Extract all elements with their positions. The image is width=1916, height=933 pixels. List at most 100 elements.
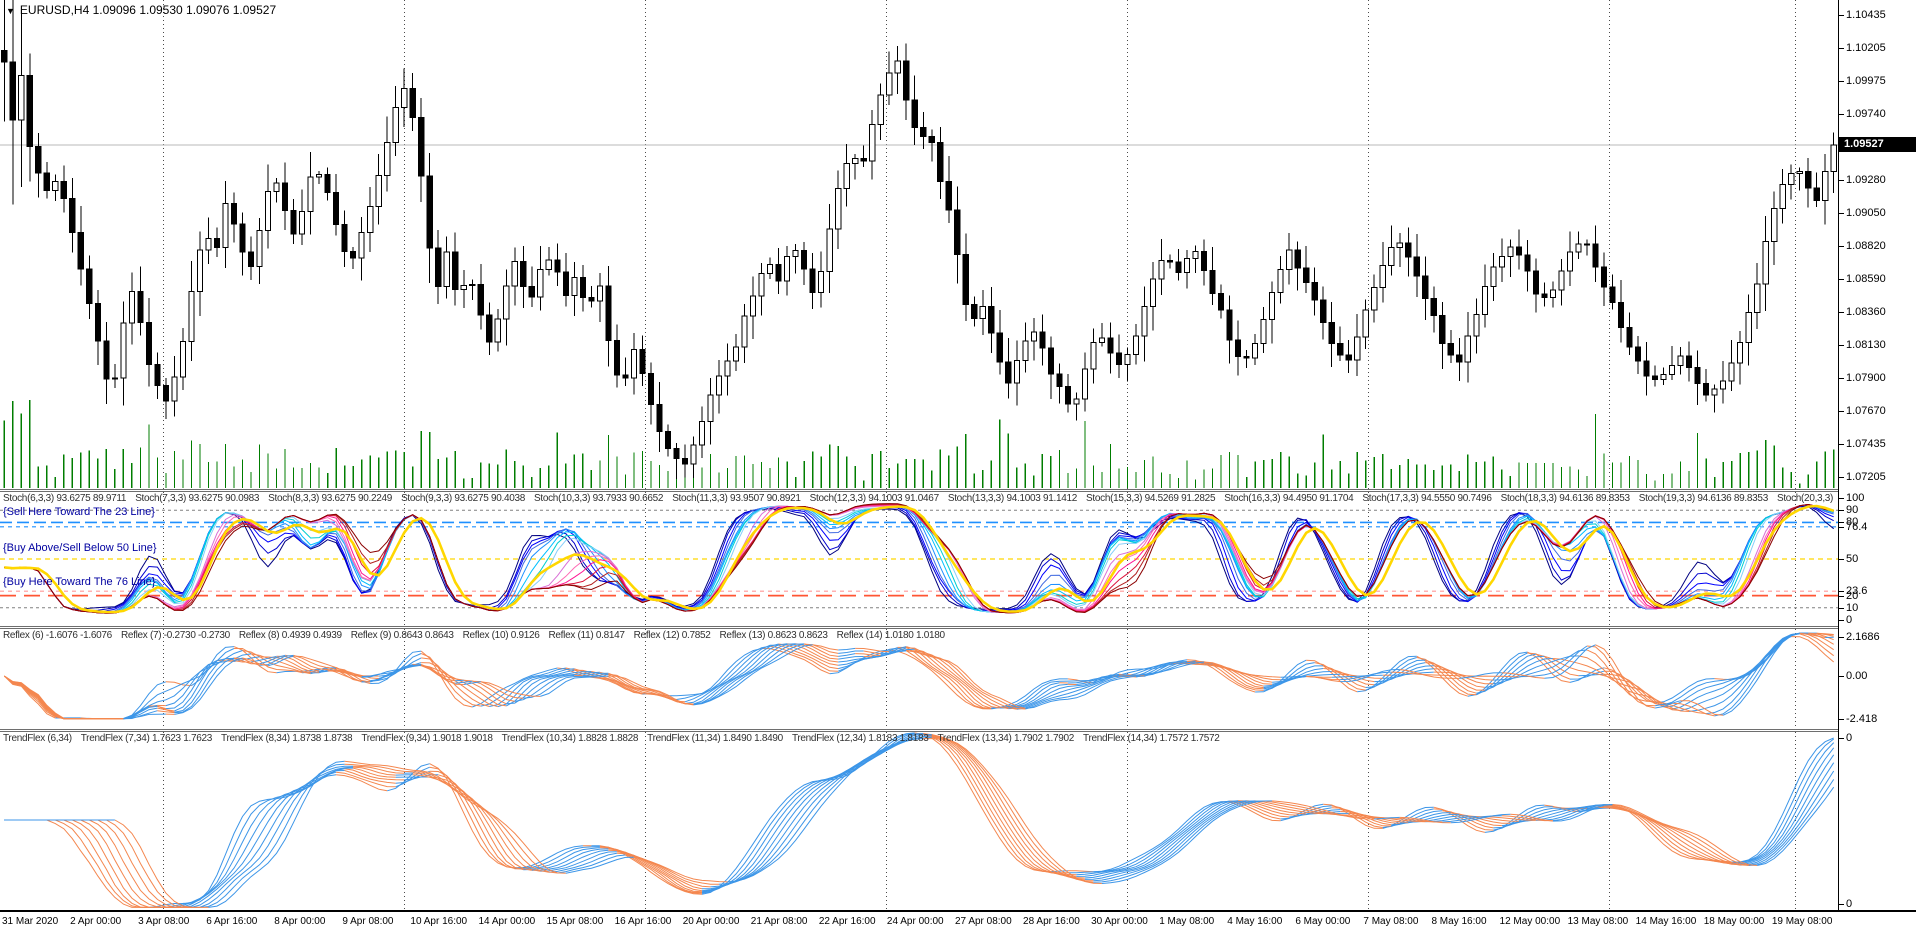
pane-separator[interactable] [0,489,1839,492]
trendflex-indicator-pane[interactable]: TrendFlex (6,34) TrendFlex (7,34) 1.7623 … [0,732,1838,910]
indicator-caption: TrendFlex (11,34) 1.8490 1.8490 [647,733,783,744]
indicator-caption: TrendFlex (6,34) [3,733,72,744]
indicator-caption: Stoch(12,3,3) 94.1003 91.0467 [809,493,939,504]
stoch-annotation-text: {Sell Here Toward The 23 Line} [3,505,155,518]
time-axis-label: 20 Apr 00:00 [682,916,740,927]
time-axis-label: 31 Mar 2020 [2,916,59,927]
trendflex-axis-label: 0 [1838,897,1853,910]
stoch-canvas[interactable] [0,492,1838,626]
time-axis-separator [0,910,1916,912]
indicator-caption: Stoch(20,3,3) 94.6136 89.8353 [1776,493,1835,504]
price-axis-label: 1.10435 [1839,9,1886,22]
time-axis-label: 4 May 16:00 [1227,916,1283,927]
indicator-caption: TrendFlex (9,34) 1.9018 1.9018 [361,733,493,744]
stoch-axis-label: 90 [1838,504,1859,517]
price-pane[interactable]: ▼ EURUSD,H4 1.09096 1.09530 1.09076 1.095… [0,0,1838,489]
indicator-caption: TrendFlex (12,34) 1.8183 1.8183 [791,733,929,744]
price-axis-label: 1.07900 [1839,371,1886,384]
indicator-caption: Reflex (6) -1.6076 -1.6076 [3,630,112,641]
indicator-caption: Reflex (8) 0.4939 0.4939 [238,630,342,641]
indicator-caption: Reflex (10) 0.9126 [462,630,540,641]
indicator-caption: Stoch(13,3,3) 94.1003 91.1412 [947,493,1078,504]
time-axis-label: 6 Apr 16:00 [206,916,258,927]
trendflex-canvas[interactable] [0,732,1838,910]
time-axis-label: 19 May 08:00 [1771,916,1833,927]
time-axis-label: 28 Apr 16:00 [1023,916,1080,927]
price-axis-label: 1.07205 [1839,471,1886,484]
indicator-caption: Stoch(18,3,3) 94.6136 89.8353 [1500,493,1630,504]
indicator-caption: Reflex (7) -0.2730 -0.2730 [120,630,230,641]
chart-title: ▼ EURUSD,H4 1.09096 1.09530 1.09076 1.095… [6,3,276,17]
time-axis-label: 18 May 00:00 [1703,916,1765,927]
time-axis-label: 15 Apr 08:00 [546,916,604,927]
indicator-caption: Stoch(17,3,3) 94.5550 90.7496 [1362,493,1492,504]
price-chart-canvas[interactable] [0,0,1838,489]
indicator-caption: Stoch(19,3,3) 94.6136 89.8353 [1638,493,1768,504]
price-axis-label: 1.08360 [1839,305,1886,318]
price-axis-label: 1.09975 [1839,74,1886,87]
reflex-caption-row: Reflex (6) -1.6076 -1.6076 Reflex (7) -0.… [3,630,1835,641]
indicator-caption: Stoch(9,3,3) 93.6275 90.4038 [401,493,525,504]
time-axis-label: 14 May 16:00 [1635,916,1697,927]
price-axis-label: 1.10205 [1839,41,1886,54]
indicator-caption: TrendFlex (13,34) 1.7902 1.7902 [937,733,1075,744]
stoch-annotation-text: {Buy Here Toward The 76 Line} [3,576,156,589]
indicator-caption: Stoch(8,3,3) 93.6275 90.2249 [268,493,393,504]
time-axis-label: 14 Apr 00:00 [478,916,536,927]
stoch-axis-label: 20 [1838,589,1859,602]
price-axis-border [1838,0,1839,910]
trendflex-caption-row: TrendFlex (6,34) TrendFlex (7,34) 1.7623 … [3,733,1835,744]
time-axis-label: 13 May 08:00 [1567,916,1629,927]
chart-title-text: EURUSD,H4 1.09096 1.09530 1.09076 1.0952… [19,3,277,17]
stoch-caption-row: Stoch(6,3,3) 93.6275 89.9711 Stoch(7,3,3)… [3,493,1835,504]
time-axis-label: 21 Apr 08:00 [750,916,808,927]
stoch-axis-label: 10 [1838,601,1859,614]
indicator-caption: TrendFlex (14,34) 1.7572 1.7572 [1083,733,1220,744]
reflex-canvas[interactable] [0,629,1838,729]
indicator-caption: TrendFlex (8,34) 1.8738 1.8738 [221,733,353,744]
stoch-annotation-text: {Buy Above/Sell Below 50 Line} [3,542,157,555]
stoch-axis-label: 23.6 [1838,585,1868,598]
pane-separator[interactable] [0,626,1839,629]
price-axis-label: 1.08130 [1839,338,1886,351]
time-axis-label: 8 Apr 00:00 [274,916,326,927]
time-axis-label: 9 Apr 08:00 [342,916,394,927]
price-axis-label: 1.09280 [1839,174,1886,187]
symbol-dropdown-icon[interactable]: ▼ [6,6,15,16]
price-axis-label: 1.09050 [1839,207,1886,220]
indicator-caption: Stoch(10,3,3) 93.7933 90.6652 [534,493,664,504]
time-axis-label: 27 Apr 08:00 [954,916,1012,927]
indicator-caption: Reflex (13) 0.8623 0.8623 [719,630,828,641]
reflex-indicator-pane[interactable]: Reflex (6) -1.6076 -1.6076 Reflex (7) -0.… [0,629,1838,729]
time-axis-label: 10 Apr 16:00 [410,916,468,927]
trendflex-axis-label: 0 [1838,731,1853,744]
indicator-caption: Stoch(15,3,3) 94.5269 91.2825 [1086,493,1216,504]
time-axis-label: 6 May 00:00 [1295,916,1351,927]
reflex-axis-label: -2.418 [1838,713,1878,726]
stoch-indicator-pane[interactable]: Stoch(6,3,3) 93.6275 89.9711 Stoch(7,3,3)… [0,492,1838,626]
stoch-axis-label: 80 [1838,516,1859,529]
pane-separator[interactable] [0,729,1839,732]
indicator-caption: Stoch(7,3,3) 93.6275 90.0983 [135,493,260,504]
time-axis-label: 30 Apr 00:00 [1091,916,1148,927]
price-axis-label: 1.07435 [1839,438,1886,451]
indicator-caption: Stoch(16,3,3) 94.4950 91.1704 [1224,493,1354,504]
time-axis-label: 7 May 08:00 [1363,916,1419,927]
price-axis-label: 1.07670 [1839,404,1886,417]
price-axis-label: 1.08590 [1839,273,1886,286]
price-axis-label: 1.08820 [1839,240,1886,253]
indicator-caption: Reflex (9) 0.8643 0.8643 [350,630,454,641]
reflex-axis-label: 2.1686 [1839,631,1880,644]
time-axis-label: 24 Apr 00:00 [886,916,944,927]
stoch-axis-label: 0 [1838,614,1853,626]
indicator-caption: Stoch(6,3,3) 93.6275 89.9711 [3,493,127,504]
indicator-caption: TrendFlex (10,34) 1.8828 1.8828 [501,733,639,744]
price-axis-label: 1.09740 [1839,108,1886,121]
indicator-caption: Reflex (14) 1.0180 1.0180 [836,630,945,641]
time-axis-label: 22 Apr 16:00 [818,916,876,927]
stoch-axis-label: 50 [1838,553,1859,565]
indicator-caption: TrendFlex (7,34) 1.7623 1.7623 [80,733,213,744]
time-axis-label: 16 Apr 16:00 [614,916,672,927]
time-axis-label: 12 May 00:00 [1499,916,1561,927]
